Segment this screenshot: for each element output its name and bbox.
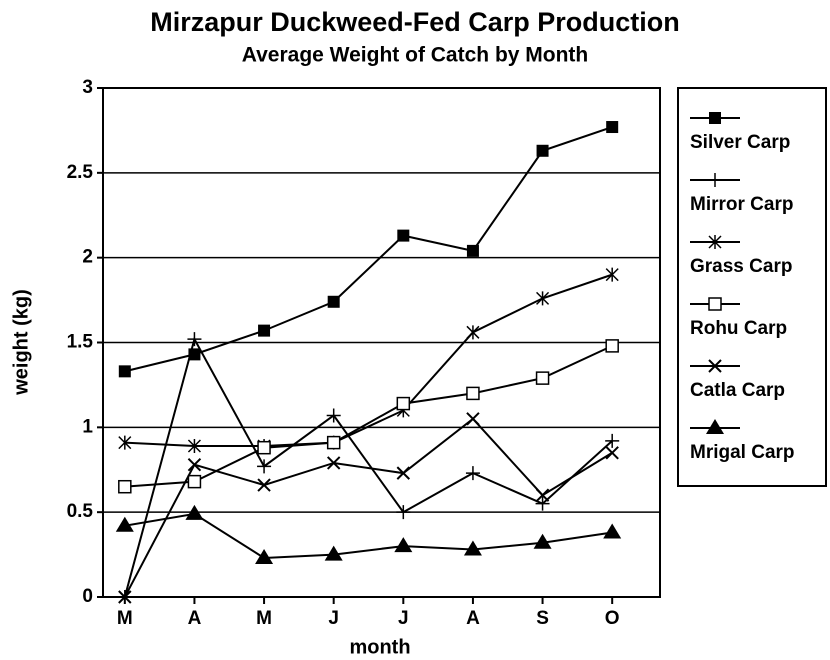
data-point: [605, 267, 619, 282]
legend-label: Grass Carp: [690, 256, 792, 277]
legend-marker: [708, 235, 722, 249]
data-point: [396, 505, 411, 520]
legend-label: Catla Carp: [690, 380, 785, 401]
y-tick-label: 3: [82, 77, 93, 98]
data-point: [255, 548, 274, 564]
data-point: [326, 435, 341, 450]
series-line: [123, 417, 613, 598]
data-point: [118, 590, 132, 604]
series-line: [124, 344, 613, 488]
data-point: [606, 121, 619, 134]
data-point: [397, 229, 410, 242]
y-tick-label: 0.5: [67, 501, 94, 522]
data-point: [535, 496, 550, 511]
data-point: [394, 537, 413, 553]
legend-marker: [706, 419, 724, 434]
legend-label: Mirror Carp: [690, 194, 793, 215]
data-point: [463, 540, 482, 556]
data-point: [396, 466, 411, 480]
x-tick-label: J: [328, 608, 339, 629]
data-point: [396, 396, 411, 411]
legend-marker: [709, 112, 721, 124]
data-point: [187, 457, 202, 472]
series-line: [124, 126, 613, 373]
data-point: [536, 291, 550, 306]
data-point: [118, 479, 132, 494]
series-line: [123, 336, 613, 598]
series-line: [124, 512, 613, 559]
data-point: [466, 412, 480, 426]
data-point: [533, 533, 552, 549]
legend-marker: [708, 173, 722, 187]
y-tick-label: 2: [82, 247, 93, 268]
y-axis-label: weight (kg): [10, 289, 32, 396]
data-point: [118, 435, 132, 450]
x-tick-label: J: [398, 608, 409, 629]
data-point: [257, 478, 271, 492]
data-point: [326, 408, 341, 423]
x-tick-label: A: [188, 608, 202, 629]
chart-title: Mirzapur Duckweed-Fed Carp Production: [150, 7, 680, 37]
data-point: [187, 438, 201, 453]
data-point: [257, 440, 271, 455]
y-tick-label: 2.5: [67, 162, 94, 183]
data-point: [326, 456, 341, 470]
data-point: [257, 459, 272, 474]
data-point: [605, 339, 619, 353]
y-tick-label: 0: [82, 586, 93, 607]
data-point: [187, 474, 202, 489]
data-point: [466, 325, 480, 340]
legend-marker: [708, 297, 722, 311]
series-line: [124, 273, 613, 447]
data-point: [258, 324, 271, 337]
legend-label: Mrigal Carp: [690, 442, 795, 463]
chart-subtitle: Average Weight of Catch by Month: [242, 44, 589, 67]
data-point: [185, 504, 204, 520]
data-point: [605, 446, 619, 460]
data-point: [187, 332, 202, 347]
data-point: [603, 523, 622, 539]
data-point: [466, 244, 479, 257]
legend-box: [677, 87, 827, 487]
data-point: [535, 488, 550, 502]
y-tick-label: 1.5: [67, 332, 94, 353]
x-axis-label: month: [349, 636, 410, 658]
data-point: [466, 386, 480, 401]
y-tick-label: 1: [82, 416, 93, 437]
data-point: [324, 545, 343, 561]
x-tick-label: S: [536, 608, 549, 629]
x-tick-label: M: [117, 608, 133, 629]
x-tick-label: M: [256, 608, 272, 629]
data-point: [536, 144, 549, 157]
x-tick-label: A: [466, 608, 480, 629]
data-point: [535, 371, 550, 385]
legend-marker: [708, 359, 722, 373]
legend-label: Rohu Carp: [690, 318, 787, 339]
data-point: [327, 295, 340, 308]
data-point: [115, 516, 134, 532]
x-tick-label: O: [605, 608, 620, 629]
data-point: [118, 365, 131, 378]
data-point: [465, 466, 480, 481]
legend-label: Silver Carp: [690, 132, 790, 153]
data-point: [605, 433, 620, 448]
